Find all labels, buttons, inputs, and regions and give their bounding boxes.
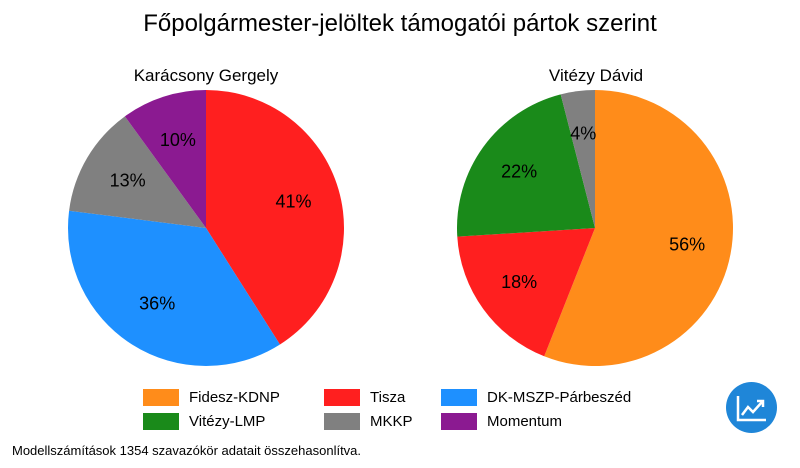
legend-item-momentum: Momentum <box>441 410 562 432</box>
trend-chart-icon <box>736 395 766 421</box>
right-pie-title: Vitézy Dávid <box>548 66 644 85</box>
legend-label: DK-MSZP-Párbeszéd <box>487 388 632 406</box>
pie-charts: 41% 36% 13% 10% 56% 18% 22% 4% <box>68 90 734 366</box>
pie-slice-label: 4% <box>570 124 596 144</box>
legend-label: MKKP <box>370 412 413 430</box>
chart-title: Főpolgármester-jelöltek támogatói pártok… <box>143 10 657 37</box>
pie-right: 56% 18% 22% 4% <box>456 90 734 366</box>
pie-slice-label: 36% <box>139 294 175 314</box>
pie-slice-label: 13% <box>110 170 146 190</box>
legend-item-dk-mszp: DK-MSZP-Párbeszéd <box>441 386 631 408</box>
legend-label: Tisza <box>370 388 406 406</box>
legend-item-tisza: Tisza <box>324 386 405 408</box>
legend-swatch <box>143 412 179 430</box>
footnote: Modellszámítások 1354 szavazókör adatait… <box>12 443 362 458</box>
legend-swatch <box>441 388 477 406</box>
pie-slice-vit-zy-lmp <box>456 94 595 237</box>
logo[interactable] <box>726 382 777 433</box>
pie-left: 41% 36% 13% 10% <box>68 90 344 366</box>
pie-slice-mkkp <box>560 90 595 228</box>
legend-label: Vitézy-LMP <box>189 412 266 430</box>
pie-slice-label: 22% <box>501 162 537 182</box>
pie-slice-label: 10% <box>160 130 196 150</box>
pie-slice-dk-mszp-p-rbesz-d <box>68 210 280 366</box>
pie-slice-mkkp <box>69 116 207 228</box>
left-pie-title: Karácsony Gergely <box>133 66 279 85</box>
pie-slice-fidesz-kdnp <box>544 90 734 366</box>
pie-slice-label: 56% <box>669 234 705 254</box>
legend-swatch <box>441 412 477 430</box>
legend: Fidesz-KDNP Tisza DK-MSZP-Párbeszéd Vité… <box>143 386 663 434</box>
legend-swatch <box>324 412 360 430</box>
legend-item-vitezy-lmp: Vitézy-LMP <box>143 410 265 432</box>
legend-label: Fidesz-KDNP <box>189 388 280 406</box>
legend-label: Momentum <box>487 412 563 430</box>
pie-slice-tisza <box>206 90 344 345</box>
legend-swatch <box>324 388 360 406</box>
pie-slice-momentum <box>124 90 206 228</box>
pie-slice-tisza <box>457 228 595 357</box>
legend-swatch <box>143 388 179 406</box>
pie-slice-label: 41% <box>275 191 311 211</box>
pie-slice-label: 18% <box>501 272 537 292</box>
legend-item-fidesz: Fidesz-KDNP <box>143 386 280 408</box>
legend-item-mkkp: MKKP <box>324 410 413 432</box>
